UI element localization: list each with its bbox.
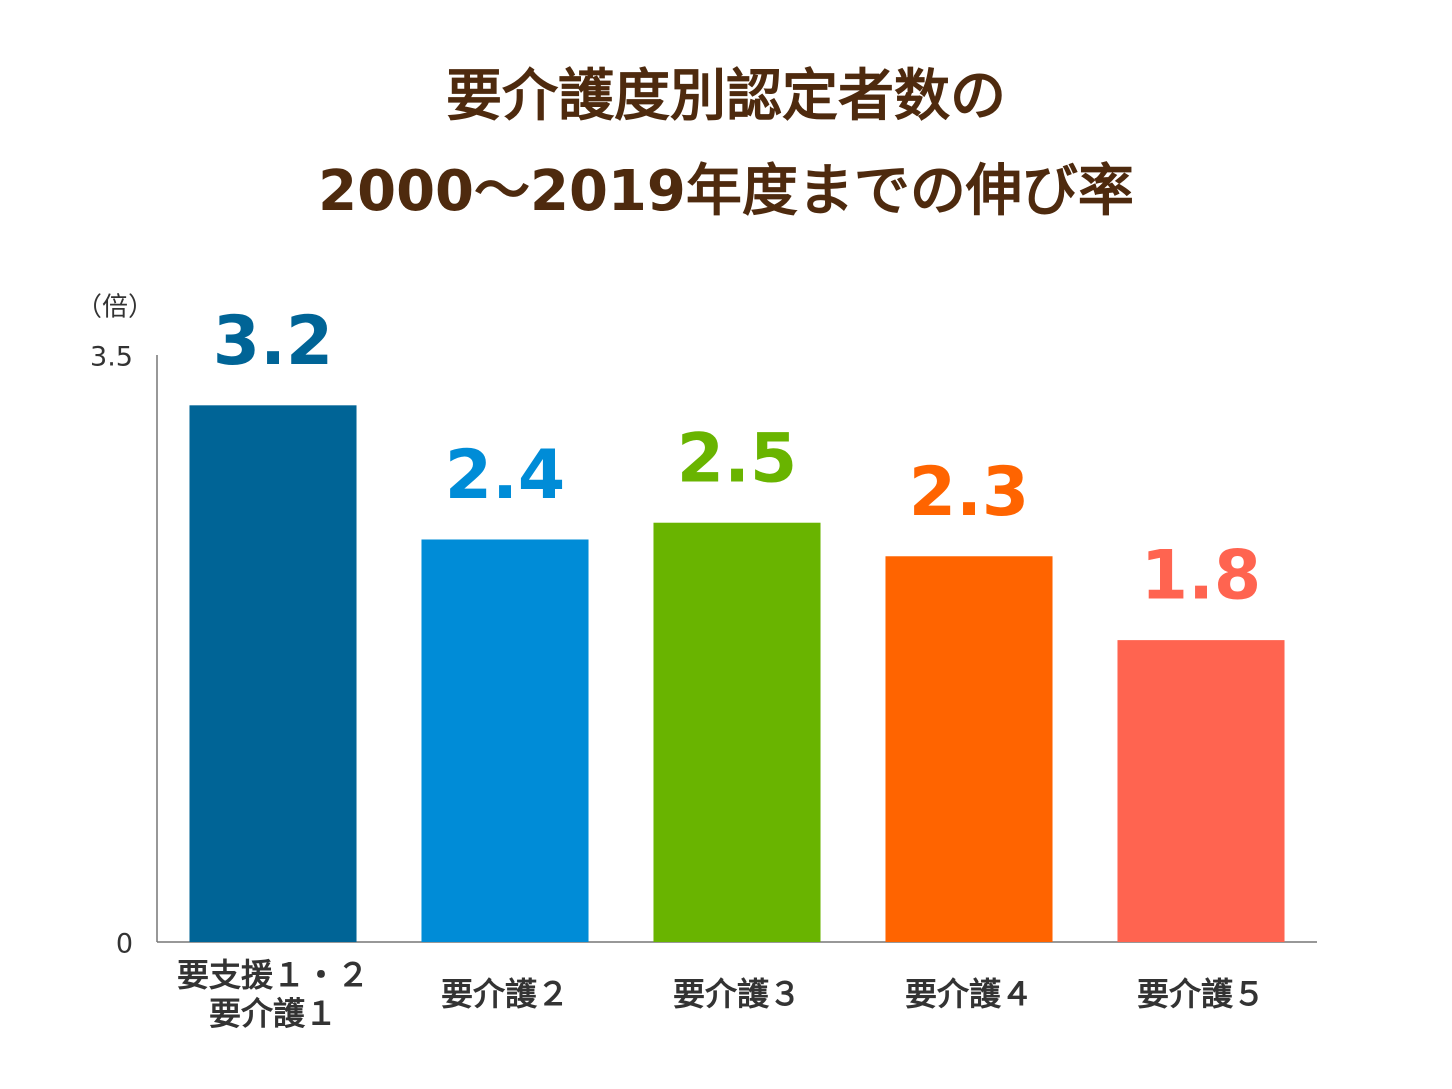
y-tick-label: 0 (116, 929, 133, 960)
value-label: 2.5 (677, 419, 797, 498)
chart-title: 要介護度別認定者数の 2000～2019年度までの伸び率 (318, 64, 1134, 224)
y-tick-label: 3.5 (90, 342, 133, 373)
x-tick-label: 要支援１・２要介護１ (177, 956, 369, 1032)
value-label: 1.8 (1141, 537, 1261, 616)
x-tick-label: 要介護５ (1137, 975, 1265, 1013)
x-tick-label: 要介護３ (673, 975, 801, 1013)
bar (885, 556, 1053, 942)
bar (421, 539, 589, 942)
value-label: 3.2 (213, 302, 333, 381)
bar (653, 522, 821, 942)
value-label: 2.3 (909, 453, 1029, 532)
y-axis-label: （倍） (76, 293, 154, 323)
bar (189, 405, 357, 942)
bar (1117, 640, 1285, 942)
value-label: 2.4 (445, 436, 565, 515)
x-tick-label: 要介護４ (905, 975, 1033, 1013)
x-tick-label: 要介護２ (441, 975, 569, 1013)
